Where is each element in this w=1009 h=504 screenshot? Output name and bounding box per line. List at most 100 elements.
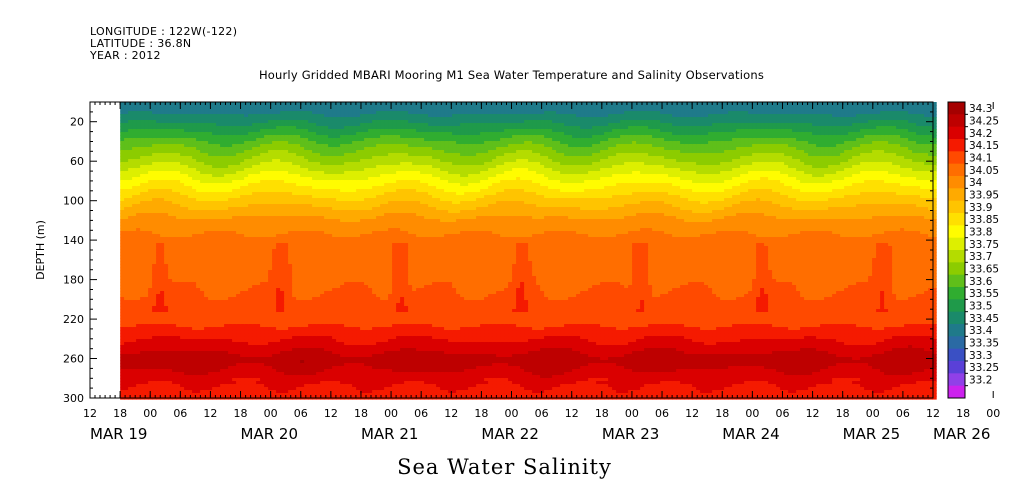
- heatmap-cell: [300, 153, 305, 157]
- heatmap-cell: [124, 378, 129, 382]
- heatmap-cell: [204, 321, 209, 325]
- heatmap-cell: [268, 234, 273, 238]
- heatmap-cell: [260, 276, 265, 280]
- heatmap-cell: [144, 222, 149, 226]
- heatmap-cell: [268, 171, 273, 175]
- heatmap-cell: [140, 291, 145, 295]
- heatmap-cell: [232, 189, 237, 193]
- heatmap-cell: [220, 177, 225, 181]
- heatmap-cell: [176, 255, 181, 259]
- heatmap-cell: [132, 264, 137, 268]
- heatmap-cell: [180, 369, 185, 373]
- heatmap-cell: [196, 393, 201, 397]
- heatmap-cell: [264, 183, 269, 187]
- heatmap-cell: [248, 105, 253, 109]
- heatmap-cell: [232, 111, 237, 115]
- heatmap-cell: [132, 366, 137, 370]
- heatmap-cell: [152, 177, 157, 181]
- heatmap-cell: [180, 288, 185, 292]
- heatmap-cell: [232, 240, 237, 244]
- heatmap-cell: [240, 255, 245, 259]
- heatmap-cell: [152, 336, 157, 340]
- heatmap-cell: [156, 204, 161, 208]
- heatmap-cell: [292, 351, 297, 355]
- heatmap-cell: [124, 273, 129, 277]
- heatmap-cell: [244, 279, 249, 283]
- heatmap-cell: [252, 270, 257, 274]
- heatmap-cell: [300, 126, 305, 130]
- heatmap-cell: [240, 276, 245, 280]
- heatmap-cell: [272, 105, 277, 109]
- heatmap-cell: [184, 249, 189, 253]
- heatmap-cell: [256, 129, 261, 133]
- heatmap-cell: [228, 144, 233, 148]
- heatmap-cell: [152, 126, 157, 130]
- heatmap-cell: [124, 138, 129, 142]
- heatmap-cell: [176, 105, 181, 109]
- heatmap-cell: [196, 384, 201, 388]
- heatmap-cell: [300, 216, 305, 220]
- heatmap-cell: [224, 120, 229, 124]
- heatmap-cell: [232, 363, 237, 367]
- heatmap-cell: [300, 237, 305, 241]
- heatmap-cell: [208, 315, 213, 319]
- heatmap-cell: [308, 348, 313, 352]
- heatmap-cell: [316, 360, 321, 364]
- heatmap-cell: [216, 159, 221, 163]
- heatmap-cell: [196, 387, 201, 391]
- heatmap-cell: [140, 387, 145, 391]
- heatmap-cell: [268, 312, 273, 316]
- heatmap-cell: [292, 330, 297, 334]
- heatmap-cell: [308, 306, 313, 310]
- heatmap-cell: [124, 324, 129, 328]
- heatmap-cell: [248, 258, 253, 262]
- heatmap-cell: [200, 243, 205, 247]
- heatmap-cell: [212, 252, 217, 256]
- heatmap-cell: [192, 285, 197, 289]
- heatmap-cell: [204, 204, 209, 208]
- heatmap-cell: [272, 264, 277, 268]
- heatmap-cell: [120, 228, 125, 232]
- heatmap-cell: [248, 177, 253, 181]
- heatmap-cell: [128, 249, 133, 253]
- heatmap-cell: [296, 108, 301, 112]
- heatmap-cell: [196, 360, 201, 364]
- heatmap-cell: [200, 168, 205, 172]
- heatmap-cell: [260, 165, 265, 169]
- heatmap-cell: [120, 339, 125, 343]
- heatmap-cell: [252, 291, 257, 295]
- heatmap-cell: [248, 360, 253, 364]
- heatmap-cell: [228, 207, 233, 211]
- heatmap-cell: [184, 108, 189, 112]
- heatmap-cell: [316, 204, 321, 208]
- heatmap-cell: [256, 195, 261, 199]
- heatmap-cell: [132, 285, 137, 289]
- heatmap-cell: [172, 348, 177, 352]
- heatmap-cell: [208, 138, 213, 142]
- heatmap-cell: [244, 198, 249, 202]
- heatmap-cell: [236, 228, 241, 232]
- heatmap-cell: [296, 195, 301, 199]
- heatmap-cell: [140, 366, 145, 370]
- heatmap-cell: [244, 168, 249, 172]
- heatmap-cell: [172, 276, 177, 280]
- heatmap-cell: [136, 165, 141, 169]
- heatmap-cell: [296, 342, 301, 346]
- heatmap-cell: [176, 168, 181, 172]
- heatmap-cell: [156, 321, 161, 325]
- heatmap-cell: [304, 276, 309, 280]
- heatmap-cell: [260, 222, 265, 226]
- heatmap-cell: [148, 276, 153, 280]
- heatmap-cell: [148, 246, 153, 250]
- heatmap-cell: [236, 393, 241, 397]
- heatmap-cell: [248, 279, 253, 283]
- heatmap-cell: [252, 207, 257, 211]
- heatmap-cell: [264, 177, 269, 181]
- heatmap-cell: [212, 354, 217, 358]
- heatmap-cell: [244, 111, 249, 115]
- heatmap-cell: [208, 210, 213, 214]
- heatmap-cell: [240, 267, 245, 271]
- heatmap-cell: [224, 372, 229, 376]
- heatmap-cell: [212, 357, 217, 361]
- heatmap-cell: [292, 192, 297, 196]
